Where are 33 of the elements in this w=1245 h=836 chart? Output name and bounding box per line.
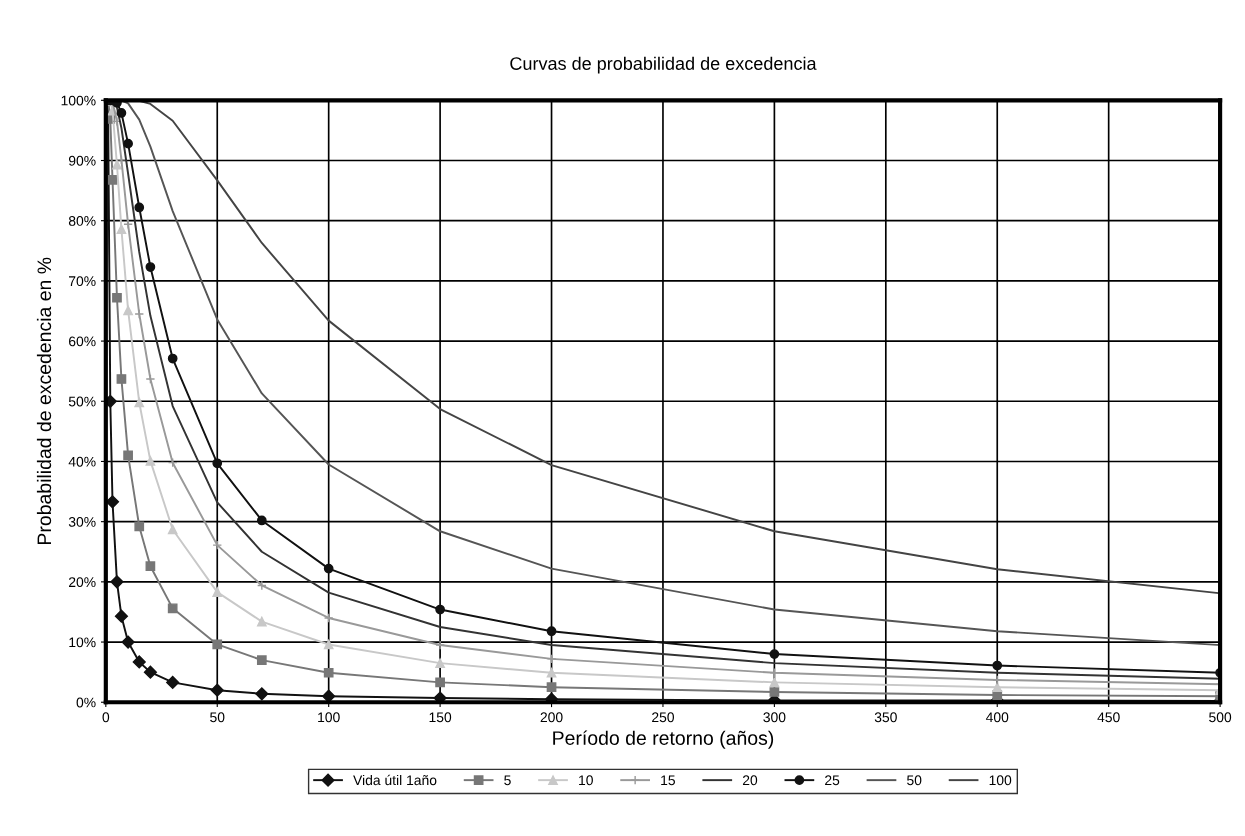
chart-title: Curvas de probabilidad de excedencia: [510, 56, 817, 74]
legend-label: 100: [989, 775, 1012, 786]
x-tick-label: 200: [540, 712, 563, 723]
y-axis-title: Probabilidad de excedencia en %: [36, 257, 52, 544]
legend-label: 50: [907, 775, 922, 786]
x-tick-label: 150: [429, 712, 452, 723]
legend-label: 25: [825, 775, 840, 786]
x-tick-label: 300: [763, 712, 786, 723]
legend-label: 10: [579, 775, 593, 786]
y-tick-label: 70%: [69, 276, 96, 287]
x-tick-label: 250: [652, 712, 675, 723]
y-tick-label: 30%: [68, 517, 96, 527]
x-tick-label: 450: [1097, 712, 1120, 723]
y-tick-label: 90%: [68, 155, 96, 166]
x-tick-label: 350: [874, 712, 897, 723]
legend-label: Vida útil 1año: [353, 774, 437, 786]
x-tick-label: 500: [1209, 712, 1232, 723]
legend-label: 5: [504, 775, 511, 786]
y-tick-label: 20%: [69, 577, 96, 588]
y-tick-label: 60%: [69, 336, 96, 347]
y-tick-label: 50%: [68, 396, 96, 407]
y-tick-label: 40%: [68, 456, 96, 467]
legend-label: 15: [661, 775, 676, 786]
y-tick-label: 0%: [76, 697, 96, 708]
y-tick-label: 10%: [69, 637, 96, 648]
x-axis-title: Período de retorno (años): [553, 730, 774, 749]
legend-label: 20: [742, 775, 758, 786]
x-tick-label: 100: [318, 712, 340, 723]
y-tick-label: 80%: [68, 216, 96, 226]
y-tick-label: 100%: [61, 95, 96, 106]
x-tick-label: 400: [985, 712, 1009, 723]
x-tick-label: 50: [210, 712, 225, 723]
x-tick-label: 0: [102, 712, 110, 723]
